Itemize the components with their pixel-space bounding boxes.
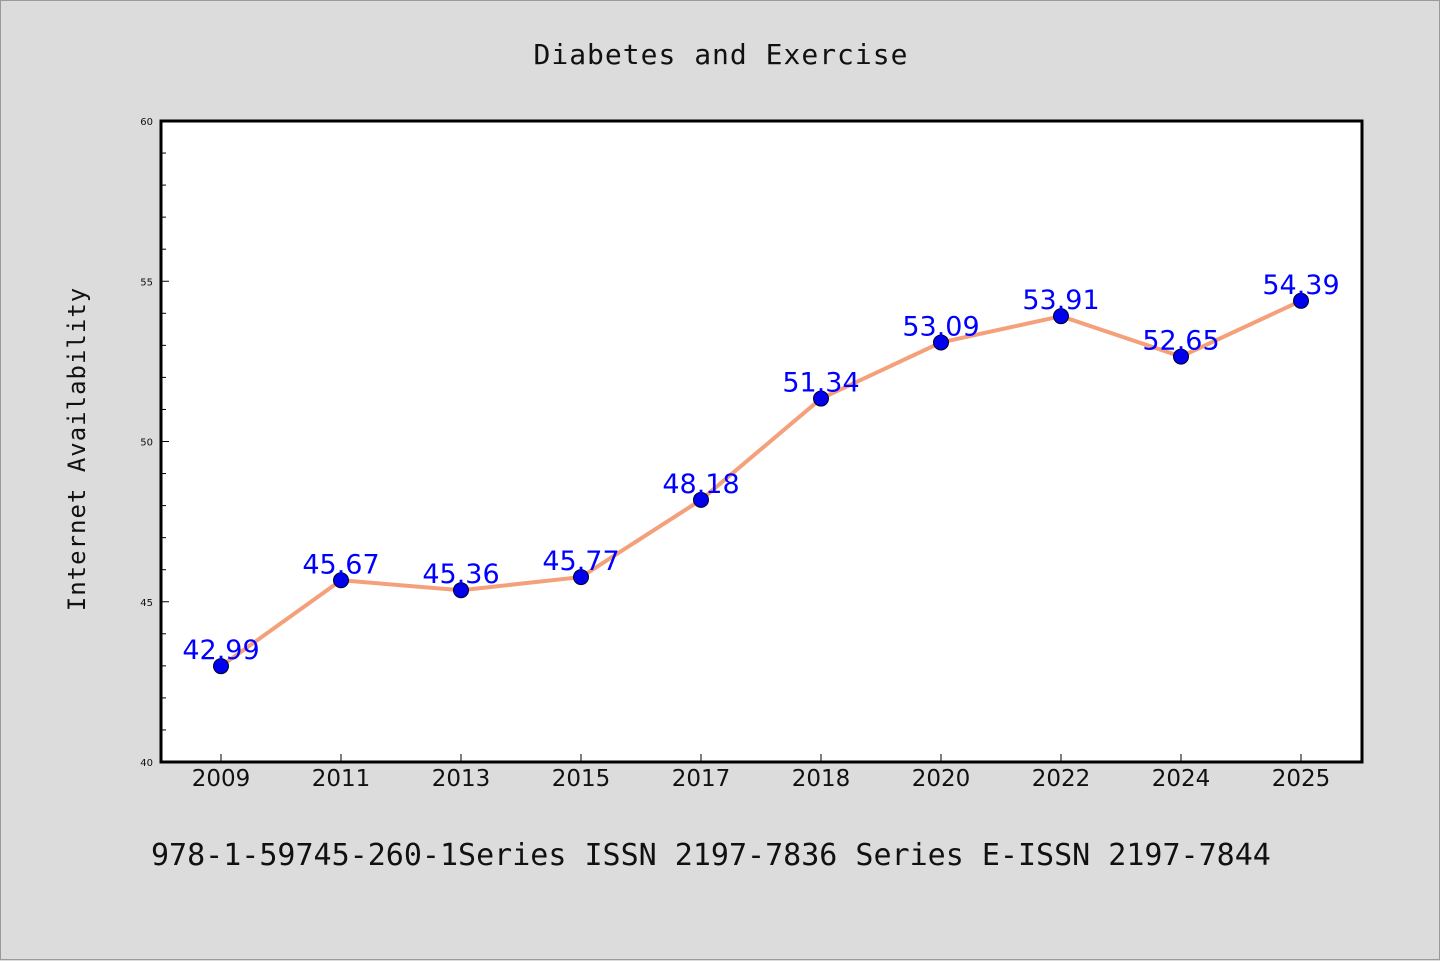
y-tick-label: 55 — [140, 277, 153, 288]
x-axis: 2009 2011 2013 2015 2017 2018 2020 2022 2024 2025 — [192, 754, 1331, 792]
y-tick-label: 40 — [140, 758, 153, 769]
x-tick-label: 2017 — [672, 766, 731, 792]
x-tick-label: 2011 — [312, 766, 371, 792]
series-line — [219, 298, 1303, 669]
data-point — [933, 334, 949, 351]
x-tick-label: 2025 — [1272, 766, 1331, 792]
y-tick-label: 45 — [140, 598, 153, 609]
data-point — [693, 491, 709, 508]
y-axis-label: Internet Availability — [63, 287, 91, 611]
data-label: 52.65 — [1142, 326, 1219, 357]
data-label: 54.39 — [1262, 270, 1339, 301]
data-label: 53.91 — [1022, 285, 1099, 316]
data-label: 45.77 — [542, 546, 619, 577]
footer-text: 978-1-59745-260-1Series ISSN 2197-7836 S… — [151, 838, 1271, 873]
data-label: 48.18 — [662, 469, 739, 500]
x-tick-label: 2022 — [1032, 766, 1091, 792]
data-label: 53.09 — [902, 311, 979, 342]
y-axis: 40 45 50 55 60 — [140, 117, 169, 769]
plot-area — [159, 119, 1364, 764]
data-point — [1053, 308, 1069, 325]
data-point — [1293, 292, 1309, 309]
y-tick-label: 60 — [140, 117, 153, 128]
x-tick-label: 2015 — [552, 766, 611, 792]
data-point — [453, 582, 469, 599]
data-point — [573, 569, 589, 586]
y-tick-label: 50 — [140, 438, 153, 449]
x-tick-label: 2009 — [192, 766, 251, 792]
data-label: 42.99 — [182, 635, 259, 666]
x-tick-label: 2024 — [1152, 766, 1211, 792]
series-layer — [213, 292, 1309, 675]
data-label: 45.67 — [302, 549, 379, 580]
data-point — [813, 390, 829, 407]
data-label: 51.34 — [782, 368, 859, 399]
data-point — [1173, 348, 1189, 365]
chart-title: Diabetes and Exercise — [533, 38, 908, 71]
data-point — [213, 658, 229, 675]
x-tick-label: 2013 — [432, 766, 491, 792]
x-tick-label: 2020 — [912, 766, 971, 792]
data-label: 45.36 — [422, 559, 499, 590]
data-labels: 42.99 45.67 45.36 45.77 48.18 51.34 53.09 53.91… — [182, 270, 1339, 666]
data-point — [333, 572, 349, 589]
x-tick-label: 2018 — [792, 766, 851, 792]
